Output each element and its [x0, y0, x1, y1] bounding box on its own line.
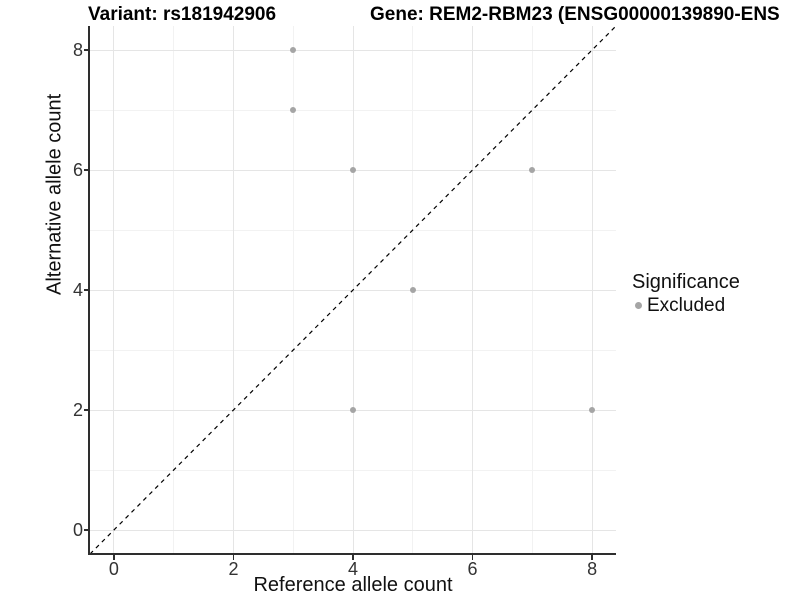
x-tick-mark — [232, 555, 235, 560]
x-axis-title: Reference allele count — [253, 574, 453, 596]
x-tick-mark — [113, 555, 115, 560]
y-tick-label: 6 — [72, 160, 83, 180]
x-tick-mark — [352, 555, 354, 560]
plot-title-variant: Variant: rs181942906 — [88, 4, 277, 25]
legend: Significance Excluded — [632, 271, 740, 316]
y-axis-line — [88, 26, 90, 555]
data-point — [290, 47, 297, 53]
data-point — [350, 167, 356, 173]
x-tick-label: 6 — [467, 559, 478, 579]
x-tick-label: 8 — [587, 559, 598, 579]
y-tick-label: 4 — [72, 280, 83, 300]
y-tick-mark — [83, 49, 89, 51]
y-tick-label: 2 — [72, 400, 83, 420]
y-tick-mark — [83, 169, 89, 171]
x-tick-label: 0 — [108, 559, 119, 579]
y-tick-label: 0 — [72, 520, 83, 540]
gridline-y-major — [90, 529, 616, 531]
legend-point-icon — [635, 302, 642, 309]
data-point — [589, 407, 596, 413]
data-point — [529, 167, 536, 173]
y-tick-mark — [83, 409, 89, 411]
data-point — [350, 407, 356, 413]
legend-title: Significance — [632, 271, 740, 293]
plot-panel — [90, 26, 616, 554]
x-tick-mark — [471, 555, 474, 560]
x-tick-label: 2 — [228, 559, 239, 579]
legend-entry: Excluded — [632, 295, 740, 316]
y-tick-label: 8 — [72, 40, 83, 60]
plot-title-gene: Gene: REM2-RBM23 (ENSG00000139890-ENS — [370, 4, 780, 25]
data-point — [409, 287, 416, 293]
x-tick-label: 4 — [347, 559, 358, 579]
y-tick-mark — [83, 289, 89, 291]
gridline-y-major — [90, 49, 616, 51]
x-tick-mark — [591, 555, 593, 560]
legend-entry-label: Excluded — [647, 295, 726, 316]
y-tick-mark — [83, 529, 89, 531]
data-point — [290, 107, 297, 113]
identity-dashed-line — [90, 26, 616, 554]
x-axis-line — [88, 553, 617, 555]
